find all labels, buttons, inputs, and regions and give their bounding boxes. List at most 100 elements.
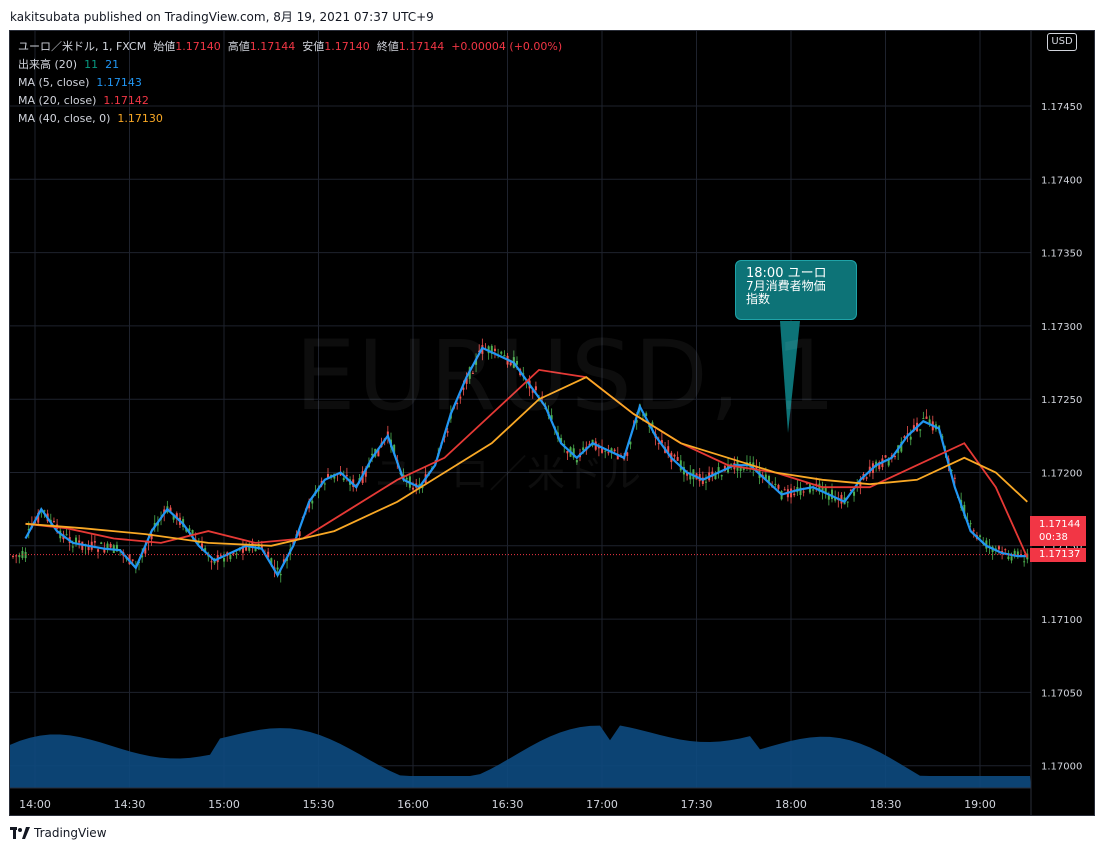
legend-volume-row[interactable]: 出来高 (20) 11 21: [18, 56, 562, 74]
candle-body: [919, 429, 922, 431]
y-tick-label: 1.17150: [1041, 542, 1082, 553]
footer-brand: TradingView: [34, 826, 107, 840]
candle-body: [188, 528, 191, 532]
tradingview-logo[interactable]: TradingView: [10, 826, 107, 840]
candle-body: [235, 553, 238, 555]
ma5-label: MA (5, close): [18, 76, 90, 89]
candle-body: [1016, 551, 1019, 557]
candle-body: [764, 474, 767, 479]
candle-body: [912, 425, 915, 431]
y-tick-label: 1.17100: [1041, 615, 1082, 626]
y-tick-label: 1.17050: [1041, 688, 1082, 699]
candle-body: [1007, 556, 1010, 560]
candle-body: [87, 545, 90, 551]
candle-body: [909, 436, 912, 440]
candle-body: [308, 502, 311, 509]
candle-body: [676, 456, 679, 461]
candle-body: [421, 487, 424, 489]
candle-body: [15, 555, 18, 557]
x-tick-label: 17:00: [586, 798, 618, 811]
x-tick-label: 17:30: [681, 798, 713, 811]
chart-frame[interactable]: 1.17450 1.17400 1.17350 1.17300 1.17250 1.172…: [9, 30, 1095, 816]
candle-body: [103, 549, 106, 553]
candle-body: [78, 540, 81, 543]
legend-ma5-row[interactable]: MA (5, close) 1.17143: [18, 74, 562, 92]
candle-body: [144, 547, 147, 554]
candle-body: [550, 415, 553, 420]
price-chart[interactable]: 1.17450 1.17400 1.17350 1.17300 1.17250 1.172…: [10, 31, 1095, 816]
candle-body: [412, 487, 415, 490]
candle-body: [459, 396, 462, 399]
publish-header: kakitsubata published on TradingView.com…: [0, 0, 1104, 30]
candle-body: [115, 544, 118, 552]
candle-body: [714, 473, 717, 480]
tradingview-logo-icon: [10, 827, 30, 839]
candle-body: [131, 559, 134, 561]
x-tick-label: 19:00: [964, 798, 996, 811]
candle-body: [377, 447, 380, 457]
candle-body: [65, 534, 68, 536]
candle-body: [938, 425, 941, 428]
ma20-label: MA (20, close): [18, 94, 97, 107]
x-tick-label: 14:00: [19, 798, 51, 811]
candle-body: [575, 460, 578, 463]
candle-body: [345, 475, 348, 477]
candle-body: [950, 470, 953, 472]
high-value: 1.17144: [249, 40, 296, 53]
currency-button[interactable]: USD: [1047, 33, 1077, 51]
candle-body: [298, 531, 301, 537]
candle-body: [204, 548, 207, 552]
candle-body: [928, 419, 931, 425]
candle-body: [629, 441, 632, 445]
publish-info: kakitsubata published on TradingView.com…: [10, 10, 434, 24]
legend-ma20-row[interactable]: MA (20, close) 1.17142: [18, 92, 562, 110]
candle-body: [768, 475, 770, 482]
last-price-tag: 1.17144 00:38: [1030, 516, 1086, 546]
candle-body: [18, 554, 21, 558]
candle-body: [651, 422, 654, 427]
change-value: +0.00004 (+0.00%): [451, 40, 563, 53]
candle-body: [853, 491, 856, 496]
candle-body: [37, 512, 40, 523]
other-price-tag: 1.17137: [1030, 548, 1086, 562]
candle-body: [456, 403, 459, 405]
ma20-value: 1.17142: [103, 94, 149, 107]
close-value: 1.17144: [398, 40, 445, 53]
candle-body: [834, 497, 837, 501]
candle-body: [827, 495, 830, 500]
candle-body: [254, 548, 257, 552]
candle-body: [531, 389, 534, 393]
legend: ユーロ／米ドル, 1, FXCM 始値1.17140 高値1.17144 安値1…: [18, 38, 562, 128]
volume-value-1: 11: [84, 58, 99, 71]
candle-body: [925, 416, 928, 419]
candle-body: [27, 528, 30, 531]
symbol-label[interactable]: ユーロ／米ドル, 1, FXCM: [18, 40, 147, 53]
legend-ma40-row[interactable]: MA (40, close, 0) 1.17130: [18, 110, 562, 128]
watermark-symbol: EURUSD, 1: [295, 320, 838, 432]
candle-body: [903, 436, 906, 438]
x-tick-label: 18:00: [775, 798, 807, 811]
candle-body: [311, 500, 314, 504]
y-tick-label: 1.17000: [1041, 762, 1082, 773]
candle-body: [626, 452, 629, 456]
candle-body: [81, 541, 84, 550]
legend-ohlc-row[interactable]: ユーロ／米ドル, 1, FXCM 始値1.17140 高値1.17144 安値1…: [18, 38, 562, 56]
candle-body: [323, 483, 326, 485]
candle-body: [812, 489, 815, 491]
y-tick-label: 1.17400: [1041, 175, 1082, 186]
event-callout[interactable]: 18:00 ユーロ 7月消費者物価 指数: [735, 260, 857, 320]
y-tick-label: 1.17250: [1041, 395, 1082, 406]
candle-body: [1004, 549, 1007, 551]
candle-body: [1023, 561, 1026, 563]
callout-line-3: 指数: [746, 292, 771, 306]
x-tick-label: 14:30: [114, 798, 146, 811]
candle-body: [169, 507, 172, 512]
candle-body: [849, 489, 852, 491]
x-tick-label: 18:30: [870, 798, 902, 811]
footer: [0, 816, 1104, 852]
candle-body: [774, 483, 777, 486]
candle-body: [462, 387, 465, 390]
candle-body: [500, 351, 503, 354]
candle-body: [327, 474, 329, 479]
candle-body: [191, 530, 194, 534]
